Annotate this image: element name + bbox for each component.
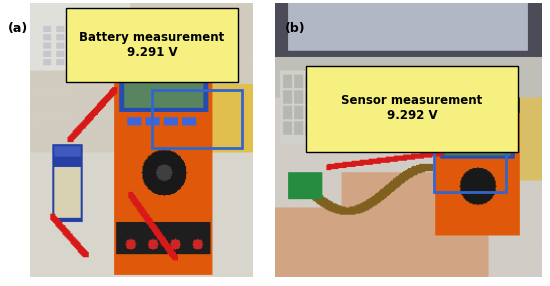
Text: (b): (b) [285, 22, 306, 35]
FancyBboxPatch shape [66, 8, 238, 82]
Text: Sensor measurement
9.292 V: Sensor measurement 9.292 V [342, 94, 483, 122]
Text: Battery measurement
9.291 V: Battery measurement 9.291 V [79, 31, 224, 59]
FancyBboxPatch shape [306, 66, 518, 152]
Text: (a): (a) [8, 22, 28, 35]
